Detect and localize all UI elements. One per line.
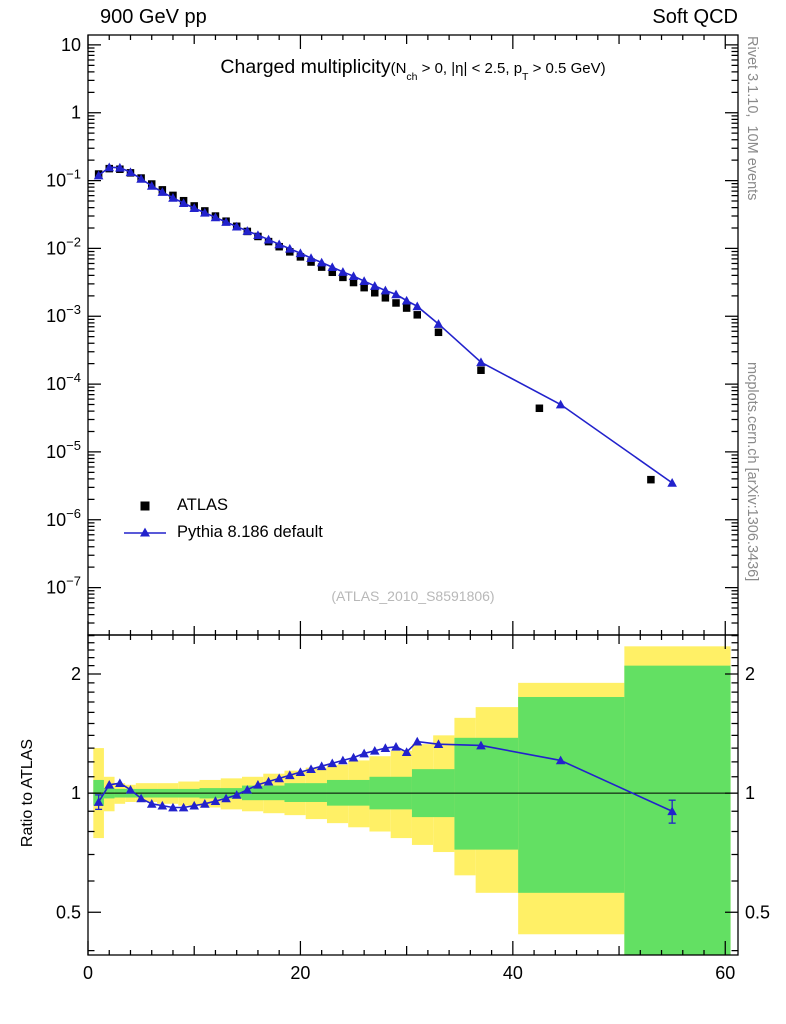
legend-label-pythia: Pythia 8.186 default (177, 523, 323, 541)
svg-text:2: 2 (745, 664, 755, 684)
svg-text:1: 1 (71, 103, 81, 123)
ratio-panel-frame (87, 634, 739, 956)
mcplots-arxiv-label: mcplots.cern.ch [arXiv:1306.3436] (744, 362, 760, 582)
cuts-mid: > 0, |η| < 2.5, p (417, 60, 523, 77)
axis-tick-labels: 10 1 10−1 10−2 10−3 10−4 10−5 10−6 10−7 0.5 0.5 1 1 2… (46, 35, 770, 983)
svg-text:10−4: 10−4 (46, 370, 81, 394)
legend: ATLAS Pythia 8.186 default (121, 492, 323, 546)
cuts-sub-t: T (522, 71, 529, 83)
svg-text:10−7: 10−7 (46, 574, 81, 598)
svg-text:10: 10 (61, 35, 81, 55)
svg-text:0.5: 0.5 (56, 902, 81, 922)
legend-label-atlas: ATLAS (177, 496, 229, 514)
svg-text:1: 1 (71, 783, 81, 803)
legend-item-pythia: Pythia 8.186 default (121, 519, 323, 546)
svg-text:60: 60 (715, 963, 735, 983)
svg-text:0.5: 0.5 (745, 902, 770, 922)
svg-text:10−2: 10−2 (46, 234, 81, 258)
cuts-open: (N (390, 60, 407, 77)
svg-text:2: 2 (71, 664, 81, 684)
ratio-curve (93, 736, 677, 824)
pythia-curve (93, 162, 677, 487)
atlas-data-points (94, 164, 655, 484)
svg-text:0: 0 (83, 963, 93, 983)
rivet-version-label: Rivet 3.1.10, 10M events (744, 36, 760, 201)
analysis-id-watermark: (ATLAS_2010_S8591806) (331, 588, 495, 604)
plot-title-main: Charged multiplicity (220, 56, 391, 78)
ratio-y-axis-label: Ratio to ATLAS (19, 738, 36, 848)
triangle-marker-icon (140, 527, 150, 536)
svg-text:20: 20 (290, 963, 310, 983)
svg-text:40: 40 (503, 963, 523, 983)
svg-text:10−6: 10−6 (46, 506, 81, 530)
svg-text:10−3: 10−3 (46, 302, 81, 326)
pythia-marker-icon (124, 527, 166, 536)
atlas-marker-icon (140, 501, 150, 510)
svg-text:10−5: 10−5 (46, 438, 81, 462)
cuts-close: > 0.5 GeV) (528, 60, 606, 77)
beam-energy-label: 900 GeV pp (100, 6, 207, 28)
data-uncertainty-band-inner (93, 665, 731, 955)
square-marker-icon (140, 501, 150, 510)
svg-text:1: 1 (745, 783, 755, 803)
plot-title-cuts: (Nch > 0, |η| < 2.5, pT > 0.5 GeV) (390, 60, 606, 83)
svg-text:10−1: 10−1 (46, 167, 81, 191)
cuts-sub-ch: ch (406, 71, 418, 83)
process-group-label: Soft QCD (652, 6, 738, 28)
plot-title: Charged multiplicity(Nch > 0, |η| < 2.5,… (88, 56, 738, 83)
legend-item-atlas: ATLAS (121, 492, 323, 519)
ratio-uncertainty-bands (93, 646, 731, 955)
